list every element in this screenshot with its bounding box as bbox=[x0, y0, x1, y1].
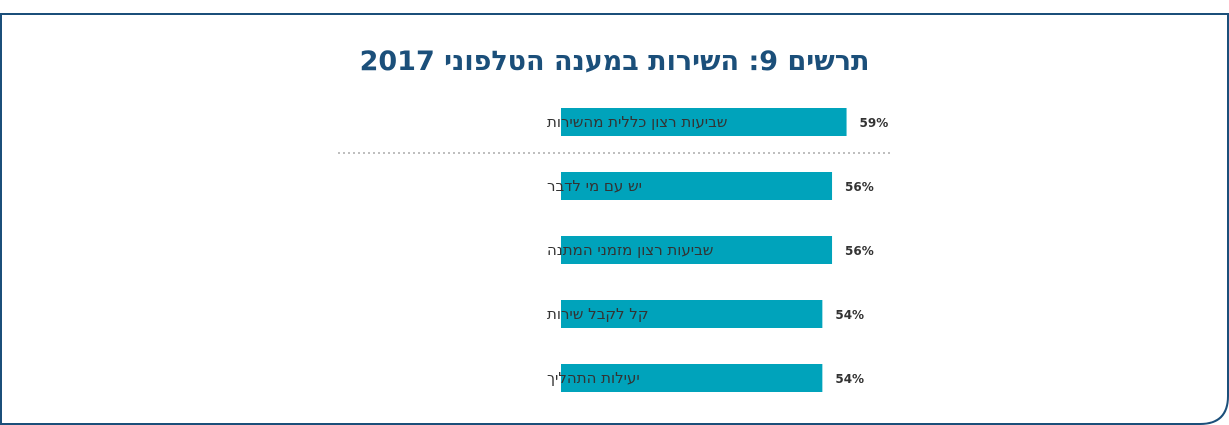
category-label-4: יעילות התהליך bbox=[547, 369, 640, 387]
value-label-3: 54% bbox=[835, 308, 864, 322]
chart-title: תרשים 9: השירות במענה הטלפוני 2017 bbox=[359, 46, 870, 77]
value-label-4: 54% bbox=[835, 372, 864, 386]
bar-1 bbox=[561, 172, 833, 200]
value-label-0: 59% bbox=[860, 116, 889, 130]
bar-3 bbox=[561, 300, 823, 328]
category-label-0: שביעות רצון כללית מהשירות bbox=[547, 113, 727, 131]
value-label-2: 56% bbox=[845, 244, 874, 258]
category-label-2: שביעות רצון מזמני המתנה bbox=[547, 241, 713, 259]
category-label-1: יש עם מי לדבר bbox=[547, 177, 642, 195]
bar-4 bbox=[561, 364, 823, 392]
value-label-1: 56% bbox=[845, 180, 874, 194]
bar-2 bbox=[561, 236, 833, 264]
category-label-3: קל לקבל שירות bbox=[547, 305, 648, 323]
bar-0 bbox=[561, 108, 847, 136]
